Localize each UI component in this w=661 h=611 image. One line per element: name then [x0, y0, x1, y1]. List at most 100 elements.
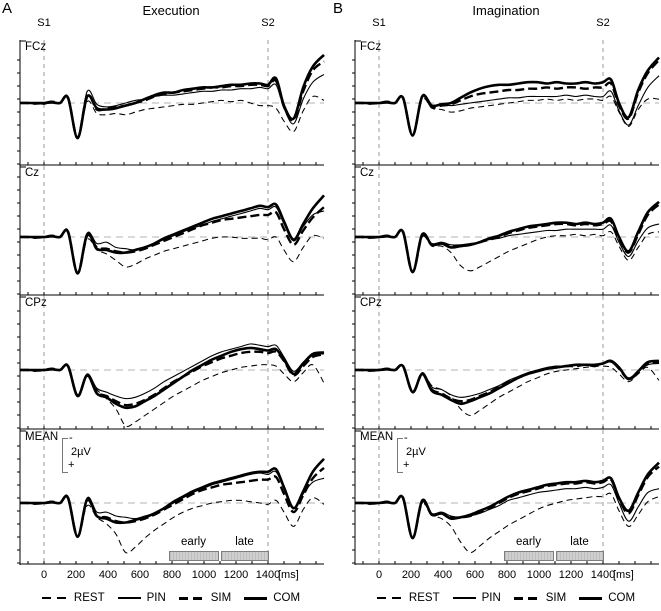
thin-solid-line-sample-icon	[117, 597, 141, 599]
x-tick-label: 600	[130, 569, 150, 581]
x-tick-label: 1400	[255, 569, 281, 581]
x-tick-label: 600	[465, 569, 485, 581]
interval-bar-late	[221, 551, 269, 561]
scale-bar-bracket-icon	[397, 438, 403, 473]
panel-imagination: B Imagination S1 S2 FCz Cz CPz	[331, 0, 661, 611]
erp-plot-svg	[352, 40, 660, 166]
legend-item-rest: REST	[41, 592, 105, 604]
legend-item-com: COM	[244, 592, 300, 604]
legend-item-sim: SIM	[513, 592, 567, 604]
x-tick-label: 1200	[223, 569, 249, 581]
x-axis-tick-labels: 0 200 400 600 800 1000 1200 1400 [ms]	[351, 569, 661, 583]
erp-waveform-pin	[355, 483, 660, 539]
channel-label: CPz	[360, 297, 382, 309]
interval-label-late: late	[570, 536, 589, 548]
erp-subplot-imagination-mean: MEAN - 2µV + early late	[351, 430, 661, 565]
thick-dashed-line-sample-icon	[513, 596, 540, 600]
erp-waveform-rest	[354, 230, 660, 273]
panel-execution: A Execution S1 S2 FCz Cz CPz	[0, 0, 330, 611]
legend-item-pin: PIN	[117, 592, 166, 604]
erp-waveform-com	[20, 457, 325, 539]
legend: REST PIN SIM COM	[351, 592, 661, 604]
x-axis-unit-label: [ms]	[278, 569, 299, 581]
s1-marker-label: S1	[372, 17, 386, 29]
x-tick-label: 200	[401, 569, 421, 581]
legend-label: SIM	[210, 592, 232, 604]
channel-label: Cz	[360, 167, 375, 179]
panel-imagination-plot-area: Imagination S1 S2 FCz Cz CPz MEAN	[351, 0, 661, 611]
legend-label: SIM	[545, 592, 567, 604]
erp-subplot-imagination-cpz: CPz	[351, 296, 661, 430]
legend-label: PIN	[146, 592, 166, 604]
legend: REST PIN SIM COM	[16, 592, 326, 604]
legend-item-sim: SIM	[178, 592, 232, 604]
legend-label: PIN	[481, 592, 501, 604]
panel-execution-plot-area: Execution S1 S2 FCz Cz CPz MEAN	[16, 0, 326, 611]
s1-marker-label: S1	[37, 17, 51, 29]
x-tick-label: 400	[433, 569, 453, 581]
thick-solid-line-sample-icon	[244, 596, 268, 600]
erp-waveform-rest	[19, 95, 325, 139]
channel-label: FCz	[25, 41, 47, 53]
panel-title-imagination: Imagination	[472, 3, 540, 18]
erp-waveform-com	[355, 56, 660, 137]
panel-letter-a: A	[2, 0, 13, 17]
erp-subplot-execution-cz: Cz	[16, 166, 326, 296]
legend-item-rest: REST	[376, 592, 440, 604]
x-tick-label: 1400	[590, 569, 616, 581]
erp-waveform-rest	[354, 95, 660, 137]
x-tick-label: 800	[162, 569, 182, 581]
thin-solid-line-sample-icon	[452, 597, 476, 599]
erp-plot-svg	[17, 166, 325, 296]
erp-waveform-sim	[354, 465, 660, 540]
erp-plot-svg	[352, 166, 660, 296]
x-tick-label: 800	[497, 569, 517, 581]
erp-plot-svg	[352, 296, 660, 430]
erp-waveform-rest	[19, 364, 325, 427]
negative-polarity-label: -	[404, 432, 408, 444]
channel-label: CPz	[25, 297, 47, 309]
channel-label: MEAN	[360, 431, 394, 443]
interval-bar-late	[556, 551, 604, 561]
subplot-stack: FCz Cz CPz MEAN - 2µV +	[16, 40, 326, 565]
erp-subplot-execution-mean: MEAN - 2µV + early late	[16, 430, 326, 565]
x-tick-label: 400	[98, 569, 118, 581]
erp-waveform-com	[355, 200, 660, 274]
channel-label: FCz	[360, 41, 382, 53]
interval-label-early: early	[181, 536, 206, 548]
interval-label-early: early	[516, 536, 541, 548]
thin-dashed-line-sample-icon	[41, 597, 68, 599]
scale-bar-value: 2µV	[406, 446, 426, 458]
erp-waveform-sim	[19, 60, 325, 140]
erp-waveform-sim	[19, 206, 325, 275]
scale-bar-value: 2µV	[71, 446, 91, 458]
amplitude-scale-bar: - 2µV +	[62, 432, 102, 473]
erp-waveform-com	[20, 194, 325, 275]
negative-polarity-label: -	[69, 432, 73, 444]
s2-marker-label: S2	[261, 17, 275, 29]
legend-label: REST	[408, 592, 440, 604]
positive-polarity-label: +	[403, 459, 410, 471]
erp-plot-svg	[17, 40, 325, 166]
x-axis-tick-labels: 0 200 400 600 800 1000 1200 1400 [ms]	[16, 569, 326, 583]
x-tick-label: 1000	[191, 569, 217, 581]
x-tick-label: 1200	[558, 569, 584, 581]
erp-waveform-com	[355, 359, 660, 406]
erp-waveform-com	[355, 461, 660, 540]
legend-item-com: COM	[579, 592, 635, 604]
x-axis-unit-label: [ms]	[613, 569, 634, 581]
thick-solid-line-sample-icon	[579, 596, 603, 600]
erp-waveform-rest	[19, 230, 325, 274]
interval-label-late: late	[235, 536, 254, 548]
amplitude-scale-bar: - 2µV +	[397, 432, 437, 473]
legend-label: REST	[73, 592, 105, 604]
positive-polarity-label: +	[68, 459, 75, 471]
subplot-stack: FCz Cz CPz MEAN - 2µV +	[351, 40, 661, 565]
erp-waveform-pin	[355, 361, 660, 398]
thin-dashed-line-sample-icon	[376, 597, 403, 599]
interval-bar-early	[169, 551, 219, 561]
erp-waveform-rest	[354, 364, 660, 417]
s2-marker-label: S2	[596, 17, 610, 29]
erp-waveform-com	[20, 53, 325, 140]
